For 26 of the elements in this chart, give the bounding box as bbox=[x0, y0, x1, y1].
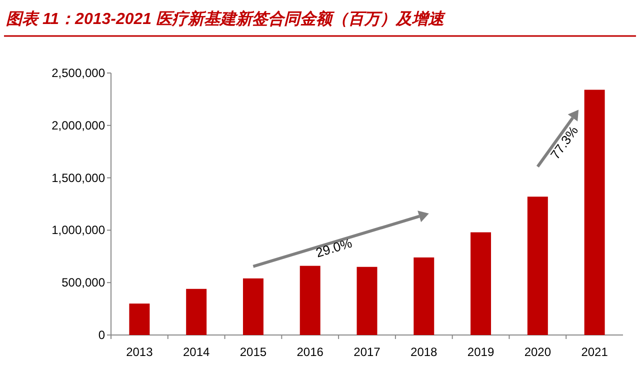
x-tick-label: 2018 bbox=[410, 345, 438, 359]
x-tick-label: 2014 bbox=[182, 345, 210, 359]
bar bbox=[470, 232, 492, 335]
bar bbox=[129, 304, 150, 335]
bar bbox=[186, 288, 207, 335]
x-tick-label: 2013 bbox=[126, 345, 154, 359]
y-tick-label: 1,500,000 bbox=[52, 170, 106, 185]
y-tick-label: 2,500,000 bbox=[52, 66, 106, 80]
x-tick-label: 2020 bbox=[524, 345, 552, 359]
chart-title: 图表 11：2013-2021 医疗新基建新签合同金额（百万）及增速 bbox=[6, 10, 446, 28]
bar bbox=[300, 266, 320, 335]
y-tick-label: 1,000,000 bbox=[52, 223, 106, 238]
x-tick-label: 2015 bbox=[240, 345, 267, 359]
y-tick-label: 500,000 bbox=[62, 276, 106, 290]
y-tick-label: 2,000,000 bbox=[52, 118, 106, 132]
bar bbox=[356, 266, 378, 335]
bar bbox=[414, 257, 434, 335]
x-tick-label: 2016 bbox=[296, 345, 324, 359]
x-tick-label: 2019 bbox=[467, 345, 494, 359]
bar bbox=[242, 278, 264, 335]
x-tick-label: 2021 bbox=[581, 345, 608, 359]
bar bbox=[584, 90, 605, 335]
annotation: 29.0% bbox=[314, 235, 354, 260]
bar bbox=[527, 196, 548, 335]
x-tick-label: 2017 bbox=[354, 345, 381, 359]
y-tick-label: 0 bbox=[98, 328, 106, 342]
